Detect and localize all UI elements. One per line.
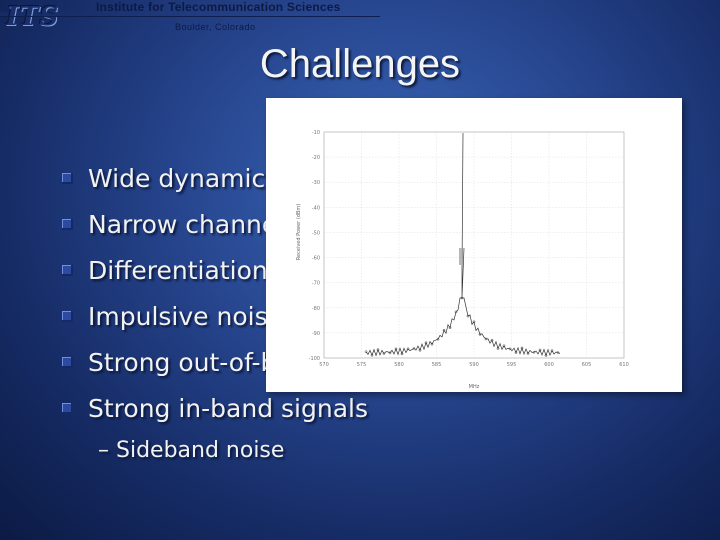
y-tick-labels: -10 -20 -30 -40 -50 -60 -70 -80 -90 -100 xyxy=(309,130,320,362)
trace-marker xyxy=(442,328,446,332)
its-logo: ITS xyxy=(6,2,60,32)
organization-title: Institute for Telecommunication Sciences xyxy=(96,0,341,14)
trace-marker xyxy=(436,337,440,341)
plot-grid xyxy=(323,131,625,359)
trace-marker xyxy=(394,347,398,351)
trace-marker xyxy=(424,341,428,344)
y-tick-label: -50 xyxy=(312,230,320,236)
x-tick-label: 580 xyxy=(394,362,404,368)
y-tick-label: -20 xyxy=(312,155,320,161)
x-tick-label: 595 xyxy=(507,362,517,368)
bullet-text: Differentiation xyxy=(88,256,268,285)
bullet-text: Narrow channels xyxy=(88,210,298,239)
trace-marker xyxy=(418,348,422,352)
trace-marker xyxy=(382,352,386,355)
trace-marker xyxy=(514,351,518,354)
organization-location: Boulder, Colorado xyxy=(175,22,256,32)
square-bullet-icon xyxy=(62,219,73,230)
square-bullet-icon xyxy=(62,265,73,276)
trace-marker xyxy=(496,347,500,350)
spectrum-plot-image: -10 -20 -30 -40 -50 -60 -70 -80 -90 -100 570 575 58… xyxy=(266,98,682,392)
y-tick-label: -40 xyxy=(312,205,320,211)
trace-marker xyxy=(370,353,374,357)
trace-marker xyxy=(550,349,554,352)
trace-marker xyxy=(526,352,530,355)
trace-marker xyxy=(532,350,536,354)
trace-marker xyxy=(484,337,488,341)
x-tick-label: 570 xyxy=(319,362,329,368)
trace-marker xyxy=(454,310,458,314)
header-divider xyxy=(0,16,380,17)
y-tick-label: -100 xyxy=(309,356,320,362)
trace-marker xyxy=(376,348,380,351)
trace-marker xyxy=(556,351,560,354)
trace-marker xyxy=(466,314,470,318)
trace-marker xyxy=(508,347,512,351)
square-bullet-icon xyxy=(62,173,73,184)
trace-marker xyxy=(388,351,392,355)
trace-marker xyxy=(460,296,464,300)
spectrum-trace xyxy=(365,132,561,357)
sub-bullet: – Sideband noise xyxy=(98,438,285,463)
y-tick-label: -30 xyxy=(312,180,320,186)
square-bullet-icon xyxy=(62,403,73,414)
trace-marker xyxy=(364,350,368,353)
trace-marker xyxy=(430,342,434,346)
square-bullet-icon xyxy=(62,311,73,322)
x-tick-label: 600 xyxy=(544,362,554,368)
x-tick-label: 585 xyxy=(432,362,442,368)
y-tick-label: -90 xyxy=(312,331,320,337)
trace-marker xyxy=(502,344,506,348)
trace-marker xyxy=(400,352,404,356)
trace-marker xyxy=(478,333,482,336)
square-bullet-icon xyxy=(62,357,73,368)
y-tick-label: -80 xyxy=(312,306,320,312)
x-tick-label: 605 xyxy=(582,362,592,368)
logo-bar xyxy=(0,12,76,16)
spectrum-plot: -10 -20 -30 -40 -50 -60 -70 -80 -90 -100 570 575 58… xyxy=(296,130,629,390)
y-axis-label: Received Power (dBm) xyxy=(296,204,302,260)
y-tick-label: -70 xyxy=(312,281,320,287)
x-tick-label: 610 xyxy=(619,362,629,368)
bullet-text: Strong in-band signals xyxy=(88,394,368,423)
trace-markers xyxy=(364,296,560,357)
y-tick-label: -60 xyxy=(312,256,320,262)
trace-marker xyxy=(490,338,494,342)
trace-marker xyxy=(538,348,542,352)
trace-marker xyxy=(448,326,452,329)
trace-marker xyxy=(544,354,548,357)
y-tick-label: -10 xyxy=(312,130,320,136)
x-tick-label: 575 xyxy=(357,362,367,368)
trace-marker xyxy=(406,347,410,351)
x-tick-labels: 570 575 580 585 590 595 600 605 610 xyxy=(319,362,629,368)
slide-title: Challenges xyxy=(259,42,461,86)
x-tick-label: 590 xyxy=(469,362,479,368)
bullet-text: Impulsive noise xyxy=(88,302,283,331)
trace-marker xyxy=(472,320,476,324)
trace-marker xyxy=(412,347,416,350)
trace-marker xyxy=(520,346,524,350)
x-axis-label: MHz xyxy=(469,384,480,390)
